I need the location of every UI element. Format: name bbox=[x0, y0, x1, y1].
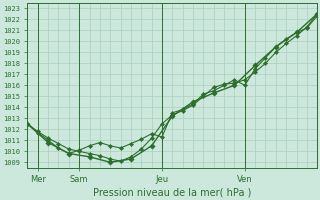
X-axis label: Pression niveau de la mer( hPa ): Pression niveau de la mer( hPa ) bbox=[93, 187, 252, 197]
